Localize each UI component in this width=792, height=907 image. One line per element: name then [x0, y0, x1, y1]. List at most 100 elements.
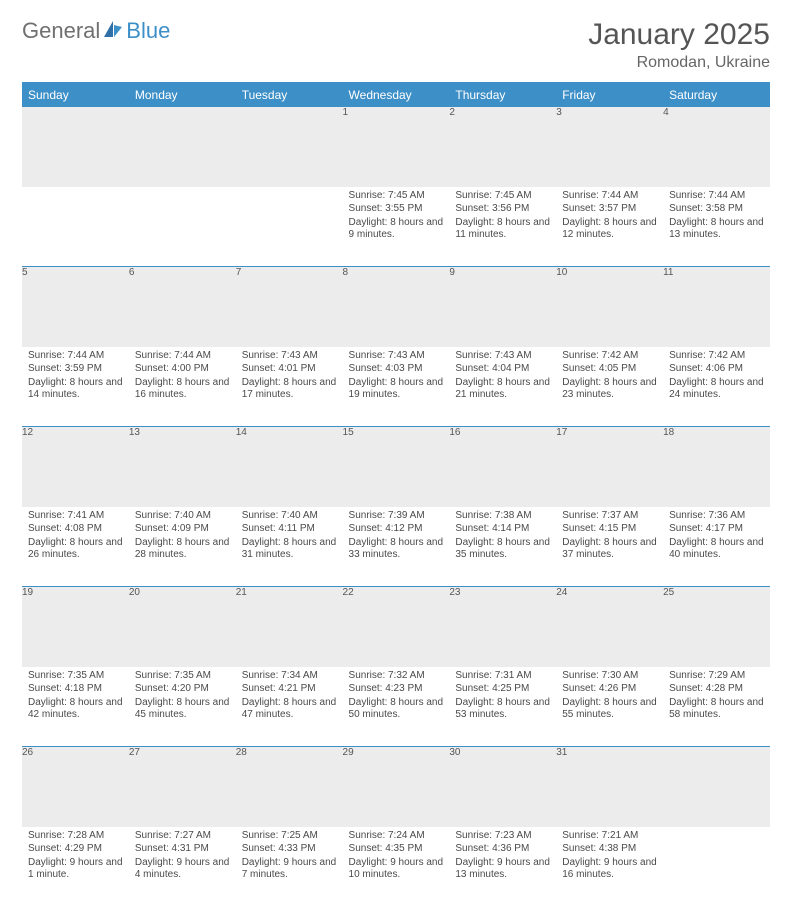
day-cell-body: Sunrise: 7:43 AMSunset: 4:01 PMDaylight:…: [236, 347, 343, 409]
sunrise-line: Sunrise: 7:25 AM: [242, 830, 337, 843]
location-label: Romodan, Ukraine: [588, 54, 770, 72]
day-number-cell: 25: [663, 587, 770, 667]
day-number-cell: 9: [449, 267, 556, 347]
day-number-cell: [22, 107, 129, 187]
day-number-row: 262728293031: [22, 747, 770, 827]
day-cell: Sunrise: 7:34 AMSunset: 4:21 PMDaylight:…: [236, 667, 343, 747]
day-cell-body: Sunrise: 7:42 AMSunset: 4:06 PMDaylight:…: [663, 347, 770, 409]
day-cell-body: Sunrise: 7:45 AMSunset: 3:56 PMDaylight:…: [449, 187, 556, 249]
daylight-line: Daylight: 8 hours and 35 minutes.: [455, 537, 550, 562]
sunrise-line: Sunrise: 7:37 AM: [562, 510, 657, 523]
day-number-cell: 21: [236, 587, 343, 667]
day-cell-body: Sunrise: 7:25 AMSunset: 4:33 PMDaylight:…: [236, 827, 343, 889]
header: General Blue January 2025 Romodan, Ukrai…: [22, 18, 770, 72]
day-cell-body: Sunrise: 7:39 AMSunset: 4:12 PMDaylight:…: [343, 507, 450, 569]
day-number-cell: 31: [556, 747, 663, 827]
daylight-line: Daylight: 8 hours and 12 minutes.: [562, 217, 657, 242]
day-number-cell: 12: [22, 427, 129, 507]
sunset-line: Sunset: 4:08 PM: [28, 523, 123, 536]
sunset-line: Sunset: 4:36 PM: [455, 843, 550, 856]
sunset-line: Sunset: 4:33 PM: [242, 843, 337, 856]
sunrise-line: Sunrise: 7:43 AM: [242, 350, 337, 363]
day-cell: Sunrise: 7:38 AMSunset: 4:14 PMDaylight:…: [449, 507, 556, 587]
day-cell: Sunrise: 7:42 AMSunset: 4:05 PMDaylight:…: [556, 347, 663, 427]
day-number-cell: 24: [556, 587, 663, 667]
day-cell: [129, 187, 236, 267]
sunset-line: Sunset: 4:05 PM: [562, 363, 657, 376]
day-cell: Sunrise: 7:45 AMSunset: 3:55 PMDaylight:…: [343, 187, 450, 267]
daylight-line: Daylight: 8 hours and 55 minutes.: [562, 697, 657, 722]
daylight-line: Daylight: 8 hours and 21 minutes.: [455, 377, 550, 402]
weekday-header: Thursday: [449, 83, 556, 107]
day-cell: Sunrise: 7:21 AMSunset: 4:38 PMDaylight:…: [556, 827, 663, 907]
day-cell-body: Sunrise: 7:40 AMSunset: 4:09 PMDaylight:…: [129, 507, 236, 569]
weekday-header: Wednesday: [343, 83, 450, 107]
logo-text-blue: Blue: [126, 18, 170, 44]
sunset-line: Sunset: 4:31 PM: [135, 843, 230, 856]
day-cell-body: Sunrise: 7:44 AMSunset: 3:58 PMDaylight:…: [663, 187, 770, 249]
weekday-header: Saturday: [663, 83, 770, 107]
sunset-line: Sunset: 4:12 PM: [349, 523, 444, 536]
day-number-cell: 13: [129, 427, 236, 507]
sunrise-line: Sunrise: 7:45 AM: [455, 190, 550, 203]
day-number-cell: 28: [236, 747, 343, 827]
day-cell-body: Sunrise: 7:27 AMSunset: 4:31 PMDaylight:…: [129, 827, 236, 889]
daylight-line: Daylight: 9 hours and 7 minutes.: [242, 857, 337, 882]
day-cell: Sunrise: 7:24 AMSunset: 4:35 PMDaylight:…: [343, 827, 450, 907]
day-cell-body: Sunrise: 7:34 AMSunset: 4:21 PMDaylight:…: [236, 667, 343, 729]
day-cell: Sunrise: 7:43 AMSunset: 4:01 PMDaylight:…: [236, 347, 343, 427]
sunrise-line: Sunrise: 7:43 AM: [349, 350, 444, 363]
daylight-line: Daylight: 8 hours and 37 minutes.: [562, 537, 657, 562]
day-cell-body: Sunrise: 7:44 AMSunset: 3:57 PMDaylight:…: [556, 187, 663, 249]
sunset-line: Sunset: 3:55 PM: [349, 203, 444, 216]
day-cell: Sunrise: 7:36 AMSunset: 4:17 PMDaylight:…: [663, 507, 770, 587]
day-cell-body: Sunrise: 7:35 AMSunset: 4:20 PMDaylight:…: [129, 667, 236, 729]
sunrise-line: Sunrise: 7:42 AM: [562, 350, 657, 363]
day-number-cell: 1: [343, 107, 450, 187]
day-number-row: 12131415161718: [22, 427, 770, 507]
day-number-cell: [129, 107, 236, 187]
weekday-header-row: SundayMondayTuesdayWednesdayThursdayFrid…: [22, 83, 770, 107]
sunset-line: Sunset: 4:00 PM: [135, 363, 230, 376]
day-cell-body: Sunrise: 7:44 AMSunset: 4:00 PMDaylight:…: [129, 347, 236, 409]
sunrise-line: Sunrise: 7:39 AM: [349, 510, 444, 523]
sunset-line: Sunset: 4:09 PM: [135, 523, 230, 536]
day-number-cell: 23: [449, 587, 556, 667]
day-number-cell: 27: [129, 747, 236, 827]
day-number-cell: 15: [343, 427, 450, 507]
day-cell: Sunrise: 7:35 AMSunset: 4:18 PMDaylight:…: [22, 667, 129, 747]
day-content-row: Sunrise: 7:41 AMSunset: 4:08 PMDaylight:…: [22, 507, 770, 587]
daylight-line: Daylight: 8 hours and 16 minutes.: [135, 377, 230, 402]
sunrise-line: Sunrise: 7:36 AM: [669, 510, 764, 523]
day-number-cell: 11: [663, 267, 770, 347]
sunset-line: Sunset: 4:35 PM: [349, 843, 444, 856]
day-cell: Sunrise: 7:44 AMSunset: 3:57 PMDaylight:…: [556, 187, 663, 267]
logo-text-general: General: [22, 18, 100, 44]
sunrise-line: Sunrise: 7:29 AM: [669, 670, 764, 683]
day-content-row: Sunrise: 7:45 AM Sunset: 3:55 PM Daylight:…: [22, 187, 770, 267]
sunset-line: Sunset: 4:04 PM: [455, 363, 550, 376]
weekday-header: Sunday: [22, 83, 129, 107]
daylight-line: Daylight: 9 hours and 13 minutes.: [455, 857, 550, 882]
day-cell: Sunrise: 7:29 AMSunset: 4:28 PMDaylight:…: [663, 667, 770, 747]
day-cell-body: Sunrise: 7:24 AMSunset: 4:35 PMDaylight:…: [343, 827, 450, 889]
day-number-cell: 22: [343, 587, 450, 667]
sunrise-line: Sunrise: 7:42 AM: [669, 350, 764, 363]
daylight-line: Daylight: 8 hours and 26 minutes.: [28, 537, 123, 562]
daylight-line: Daylight: 8 hours and 19 minutes.: [349, 377, 444, 402]
day-number-cell: 19: [22, 587, 129, 667]
day-number-cell: 5: [22, 267, 129, 347]
daylight-line: Daylight: 8 hours and 13 minutes.: [669, 217, 764, 242]
sunrise-line: Sunrise: 7:23 AM: [455, 830, 550, 843]
sunset-line: Sunset: 4:14 PM: [455, 523, 550, 536]
sunrise-line: Sunrise: 7:32 AM: [349, 670, 444, 683]
daylight-line: Daylight: 8 hours and 45 minutes.: [135, 697, 230, 722]
weekday-header: Monday: [129, 83, 236, 107]
sunset-line: Sunset: 4:26 PM: [562, 683, 657, 696]
day-cell-body: Sunrise: 7:43 AMSunset: 4:04 PMDaylight:…: [449, 347, 556, 409]
day-cell-body: Sunrise: 7:23 AMSunset: 4:36 PMDaylight:…: [449, 827, 556, 889]
day-cell: Sunrise: 7:44 AMSunset: 3:59 PMDaylight:…: [22, 347, 129, 427]
sunset-line: Sunset: 4:01 PM: [242, 363, 337, 376]
day-cell-body: Sunrise: 7:30 AMSunset: 4:26 PMDaylight:…: [556, 667, 663, 729]
day-number-cell: 18: [663, 427, 770, 507]
